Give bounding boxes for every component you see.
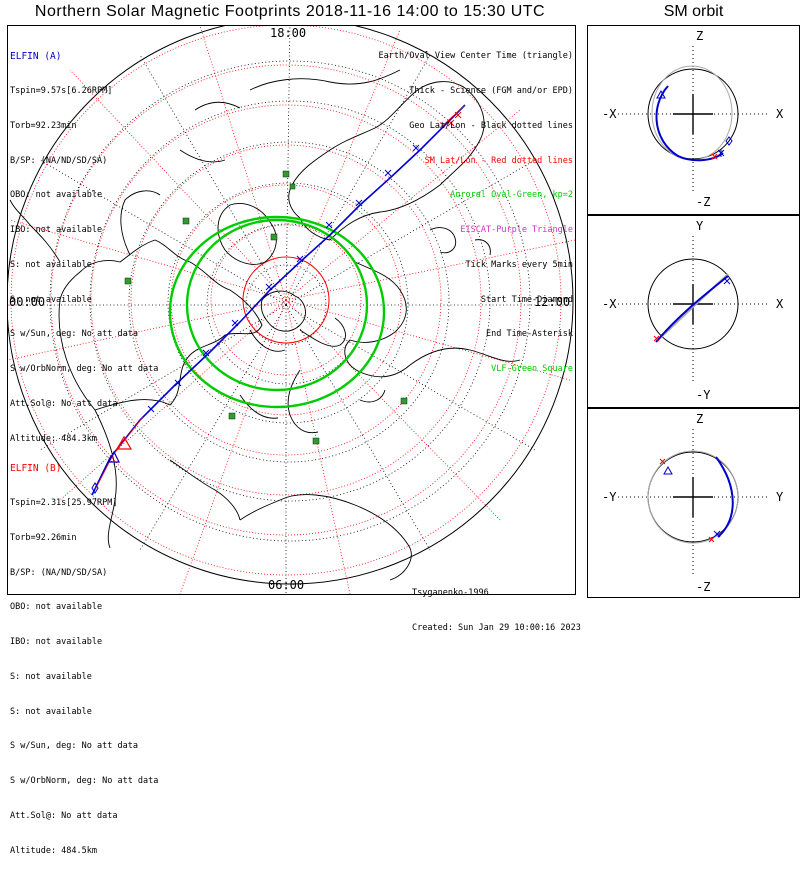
polar-footprint-map: 18:00 00:00 12:00 06:00 (8, 26, 575, 594)
elfin-b-line: Att.Sol@: No att data (10, 811, 118, 821)
sm-longitude-grid (8, 26, 575, 594)
footprint-map-panel (7, 25, 576, 595)
axis-bottom: -Z (696, 195, 710, 209)
hour-label-right: 12:00 (534, 295, 570, 309)
model-name: Tsyganenko-1996 (412, 588, 489, 599)
sm-orbit-panel-xy: Y -Y -X X (587, 215, 800, 408)
elfin-b-line: S w/OrbNorm, deg: No att data (10, 776, 159, 787)
sm-orbit-panel-xz: Z -Z -X X (587, 25, 800, 215)
hour-label-top: 18:00 (270, 26, 306, 40)
map-title: Northern Solar Magnetic Footprints 2018-… (34, 3, 546, 20)
elfin-a-line: S: not available (10, 294, 92, 305)
axis-top: Z (696, 412, 703, 426)
elfin-b-line: B/SP: (NA/ND/SD/SA) (10, 567, 108, 578)
vlf-stations (124, 170, 408, 445)
orbit-plot-yz: Z -Z -Y Y (602, 412, 784, 594)
elfin-b-line: S: not available (10, 671, 92, 682)
axis-top: Y (696, 219, 704, 233)
hour-label-left: 00:00 (9, 295, 45, 309)
earth-limb (8, 26, 574, 585)
elfin-b-line: Torb=92.26min (10, 532, 77, 543)
elfin-b-line: S: not available (10, 706, 92, 717)
coastlines (9, 69, 521, 581)
orbit-title: SM orbit (663, 3, 724, 20)
axis-right: X (776, 107, 784, 121)
credit-block: Tsyganenko-1996 Created: Sun Jan 29 10:0… (412, 565, 581, 646)
axis-left: -Y (602, 490, 617, 504)
map-legend: Earth/Oval View Center Time (triangle) T… (379, 28, 573, 387)
legend-item: VLF-Green Square (491, 364, 573, 375)
orbit-plot-xy: Y -Y -X X (602, 219, 784, 402)
elfin-a-line: IBO: not available (10, 225, 103, 236)
axis-bottom: -Z (696, 580, 710, 594)
elfin-b-name: ELFIN (B) (10, 463, 62, 475)
elfin-a-line: Altitude: 484.3km (10, 433, 97, 444)
orbit-plot-xz: Z -Z -X X (602, 29, 784, 209)
auroral-oval (168, 215, 386, 409)
elfin-b-line: S w/Sun, deg: No att data (10, 741, 138, 752)
elfin-b-info: ELFIN (B) Tspin=2.31s[25.97RPM] Torb=92.… (10, 440, 158, 869)
axis-right: X (776, 297, 784, 311)
elfin-a-line: OBO: not available (10, 190, 103, 201)
elfin-a-name: ELFIN (A) (10, 51, 62, 63)
legend-item: Geo Lat/Lon - Black dotted lines (409, 120, 573, 131)
elfin-a-line: Torb=92.23min (10, 120, 77, 131)
legend-item: Thick - Science (FGM and/or EPD) (409, 85, 573, 96)
elfin-b-line: Tspin=2.31s[25.97RPM] (10, 497, 118, 508)
legend-item: SM Lat/Lon - Red dotted lines (424, 155, 573, 166)
sm-orbit-panel-yz: Z -Z -Y Y (587, 408, 800, 598)
created-timestamp: Created: Sun Jan 29 10:00:16 2023 (412, 622, 581, 633)
axis-left: -X (602, 297, 617, 311)
axis-right: Y (776, 490, 784, 504)
hour-label-bottom: 06:00 (268, 578, 304, 592)
legend-item: Start Time-Diamond (480, 294, 573, 305)
legend-item: Tick Marks every 5min (465, 259, 573, 270)
axis-bottom: -Y (696, 388, 711, 402)
elfin-b-line: Altitude: 484.5km (10, 845, 97, 856)
legend-item: End Time-Asterisk (486, 329, 573, 340)
elfin-b-line: IBO: not available (10, 637, 103, 648)
elfin-b-line: OBO: not available (10, 602, 103, 613)
elfin-a-line: S: not available (10, 259, 92, 270)
legend-item: Earth/Oval View Center Time (triangle) (378, 51, 573, 62)
legend-item: Auroral Oval-Green, kp=2 (450, 190, 573, 201)
elfin-a-info: ELFIN (A) Tspin=9.57s[6.26RPM] Torb=92.2… (10, 28, 158, 457)
legend-item: EISCAT-Purple Triangle (460, 225, 573, 236)
axis-top: Z (696, 29, 703, 43)
geo-longitude-grid (8, 26, 573, 594)
elfin-a-line: Att.Sol@: No att data (10, 399, 118, 409)
elfin-footprint-track (91, 104, 466, 496)
sm-latitude-grid (10, 26, 562, 576)
elfin-a-line: S w/OrbNorm, deg: No att data (10, 364, 159, 375)
elfin-a-line: S w/Sun, deg: No att data (10, 329, 138, 340)
elfin-a-line: Tspin=9.57s[6.26RPM] (10, 85, 113, 96)
elfin-a-line: B/SP: (NA/ND/SD/SA) (10, 155, 108, 166)
axis-left: -X (602, 107, 617, 121)
